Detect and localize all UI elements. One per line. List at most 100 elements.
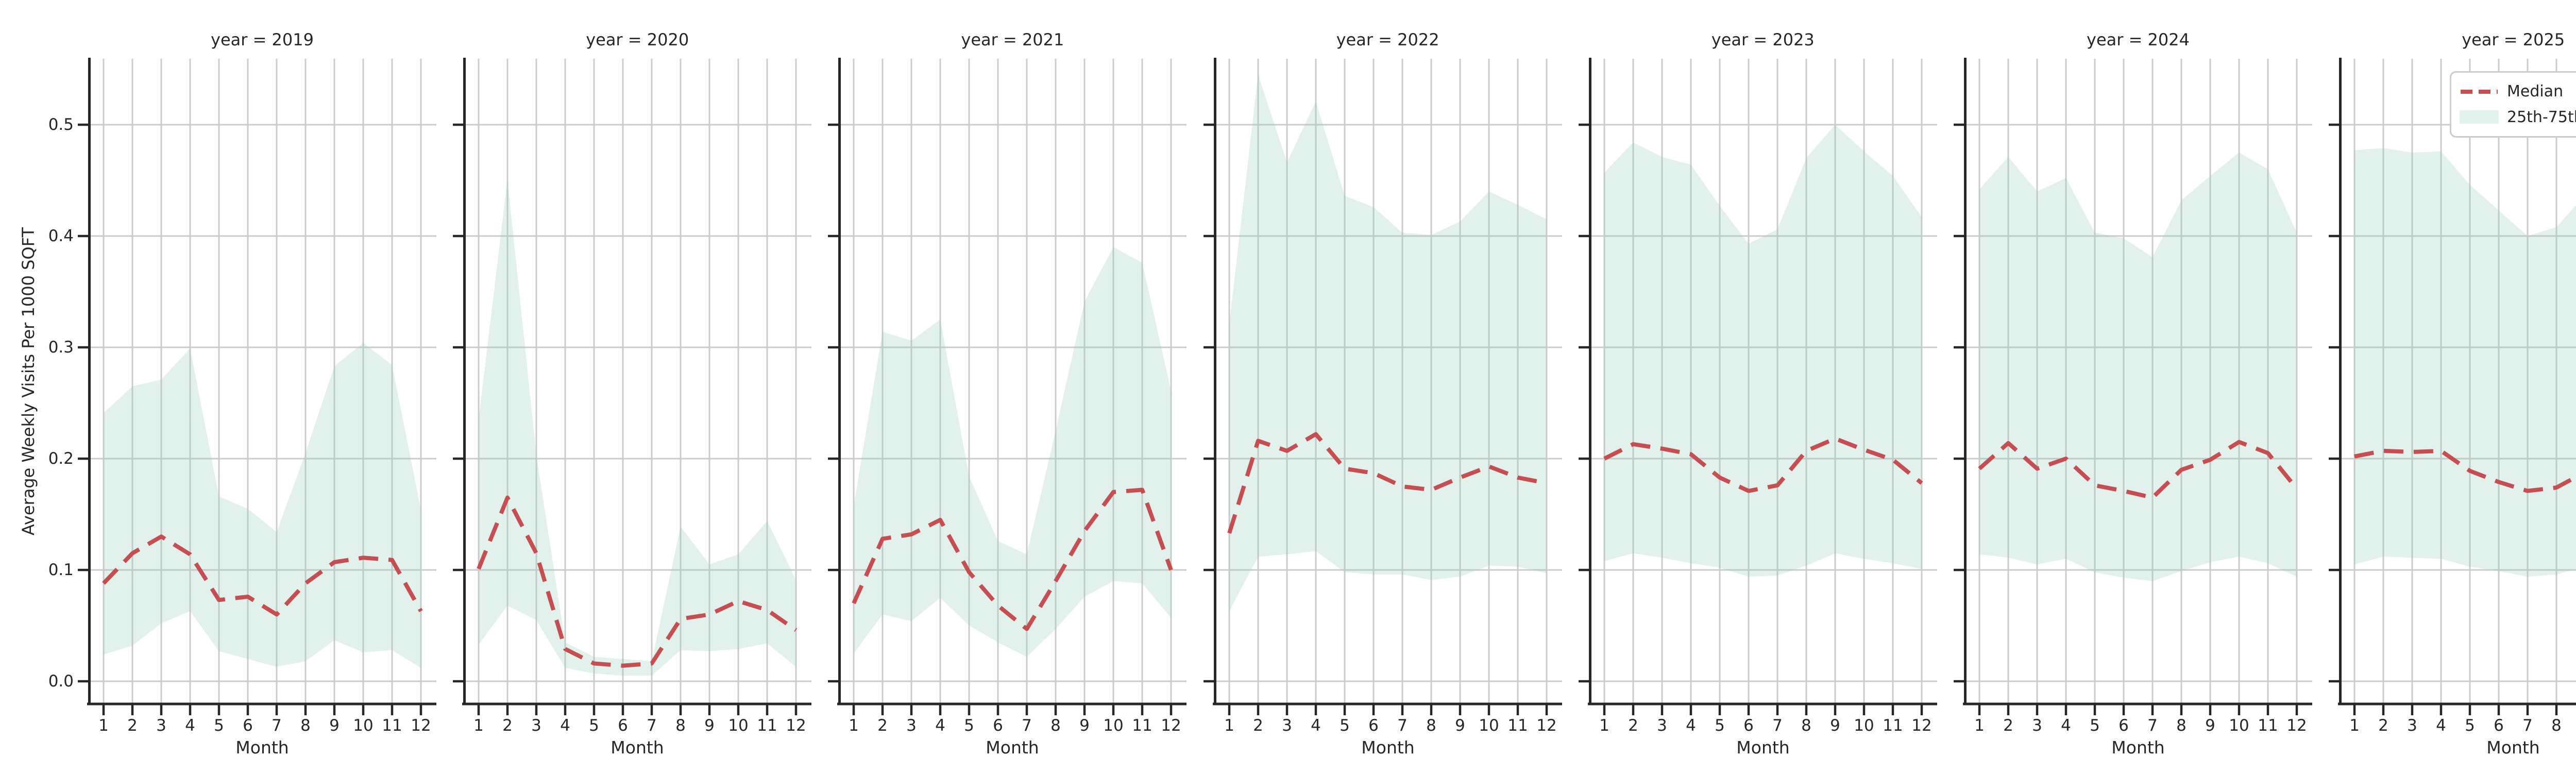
percentile-band xyxy=(1604,125,1922,577)
axes-spines-ticks xyxy=(78,58,436,715)
x-tick-label: 7 xyxy=(272,716,282,735)
percentile-band-patch-icon xyxy=(2460,110,2499,124)
x-tick-label: 8 xyxy=(300,716,311,735)
axes-spines-ticks xyxy=(1578,58,1937,715)
gridlines xyxy=(838,59,1187,704)
percentile-band xyxy=(1229,74,1547,611)
x-tick-label: 6 xyxy=(1743,716,1754,735)
facet-title: year = 2021 xyxy=(961,30,1064,49)
x-tick-label: 10 xyxy=(353,716,373,735)
legend: Median 25th-75th Percentile xyxy=(2450,71,2576,138)
x-tick-label: 7 xyxy=(2522,716,2533,735)
x-axis-title: Month xyxy=(2111,737,2164,758)
x-tick-label: 10 xyxy=(1104,716,1124,735)
x-tick-label: 11 xyxy=(757,716,777,735)
x-tick-label: 12 xyxy=(1911,716,1931,735)
median-line xyxy=(1227,432,1547,534)
legend-label-percentile: 25th-75th Percentile xyxy=(2507,108,2576,126)
median-line xyxy=(1603,436,1923,493)
x-tick-label: 11 xyxy=(382,716,402,735)
x-tick-label: 2 xyxy=(1253,716,1263,735)
x-tick-label: 8 xyxy=(1801,716,1811,735)
x-tick-label: 8 xyxy=(675,716,686,735)
median-line xyxy=(1978,440,2299,500)
x-tick-label: 2 xyxy=(2378,716,2388,735)
percentile-band xyxy=(104,343,421,668)
x-tick-label: 10 xyxy=(1479,716,1499,735)
legend-entry-median: Median xyxy=(2460,82,2576,100)
x-tick-label: 6 xyxy=(2494,716,2504,735)
facet-panel-2023: year = 2023 1 2 3 4 5 6 7 8 9 10 11 12 Month xyxy=(1578,0,1937,773)
gridlines xyxy=(463,59,812,704)
x-tick-label: 7 xyxy=(1022,716,1032,735)
x-tick-label: 4 xyxy=(2436,716,2446,735)
median-line xyxy=(477,495,798,668)
x-tick-label: 10 xyxy=(2229,716,2249,735)
median-line xyxy=(102,534,423,617)
gridlines xyxy=(1964,59,2312,704)
x-tick-label: 5 xyxy=(2465,716,2475,735)
x-tick-label: 12 xyxy=(1536,716,1556,735)
x-tick-label: 9 xyxy=(2205,716,2215,735)
facet-title: year = 2022 xyxy=(1336,30,1439,49)
x-tick-label: 3 xyxy=(531,716,541,735)
x-tick-label: 1 xyxy=(1974,716,1985,735)
y-tick-label: 0.1 xyxy=(48,561,74,579)
x-tick-label: 1 xyxy=(2349,716,2360,735)
facet-panel-2021: year = 2021 1 2 3 4 5 6 7 8 9 10 11 12 Month xyxy=(828,0,1187,773)
axes-spines-ticks xyxy=(453,58,812,715)
axes-spines-ticks xyxy=(1954,58,2312,715)
gridlines xyxy=(88,59,436,704)
median-dashed-line-icon xyxy=(2461,89,2498,94)
x-tick-label: 6 xyxy=(1368,716,1379,735)
x-tick-label: 3 xyxy=(156,716,166,735)
x-tick-label: 10 xyxy=(728,716,748,735)
x-tick-label: 2 xyxy=(878,716,888,735)
x-tick-label: 9 xyxy=(1830,716,1840,735)
y-tick-label: 0.3 xyxy=(48,338,74,357)
x-tick-label: 11 xyxy=(1507,716,1528,735)
x-tick-label: 5 xyxy=(214,716,224,735)
x-tick-label: 2 xyxy=(502,716,513,735)
x-tick-label: 8 xyxy=(2551,716,2562,735)
y-tick-label: 0.0 xyxy=(48,672,74,691)
x-tick-label: 3 xyxy=(1657,716,1667,735)
x-tick-label: 4 xyxy=(185,716,195,735)
percentile-band xyxy=(479,179,796,676)
x-tick-label: 5 xyxy=(1340,716,1350,735)
x-axis-title: Month xyxy=(986,737,1039,758)
x-tick-label: 6 xyxy=(243,716,253,735)
x-tick-label: 4 xyxy=(2061,716,2071,735)
x-tick-label: 9 xyxy=(704,716,715,735)
x-tick-label: 12 xyxy=(786,716,806,735)
axes-spines-ticks xyxy=(828,58,1187,715)
x-tick-label: 2 xyxy=(127,716,138,735)
x-tick-label: 3 xyxy=(907,716,917,735)
x-tick-label: 10 xyxy=(1854,716,1874,735)
x-tick-label: 3 xyxy=(2032,716,2042,735)
x-tick-label: 7 xyxy=(1772,716,1783,735)
x-axis-title: Month xyxy=(1736,737,1789,758)
facet-panel-2019: year = 2019 1 2 3 4 5 6 7 8 9 10 11 12 Month xyxy=(78,0,436,773)
y-tick-label: 0.5 xyxy=(48,115,74,134)
x-tick-label: 4 xyxy=(1686,716,1696,735)
gridlines xyxy=(2339,59,2576,704)
x-tick-label: 5 xyxy=(1715,716,1725,735)
median-line xyxy=(2354,448,2576,493)
x-tick-label: 1 xyxy=(849,716,859,735)
median-line xyxy=(852,488,1174,631)
y-axis-title: Average Weekly Visits Per 1000 SQFT xyxy=(19,227,38,535)
x-tick-label: 11 xyxy=(1132,716,1153,735)
gridlines xyxy=(1213,59,1562,704)
x-axis-title: Month xyxy=(1361,737,1414,758)
